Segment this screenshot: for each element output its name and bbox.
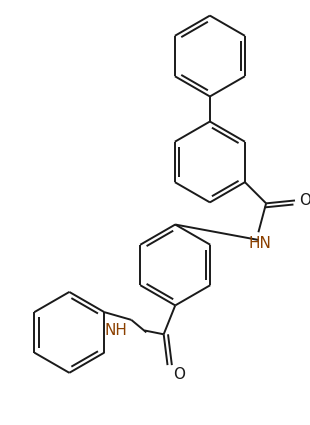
Text: HN: HN: [249, 236, 272, 251]
Text: O: O: [173, 367, 185, 382]
Text: O: O: [299, 193, 310, 208]
Text: NH: NH: [104, 323, 127, 338]
